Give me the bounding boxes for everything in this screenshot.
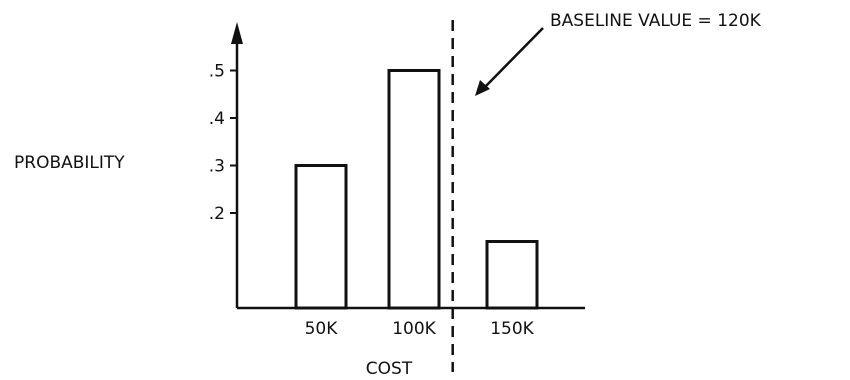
x-tick-label: 100K — [392, 319, 436, 339]
annotation-arrow-icon — [475, 80, 490, 96]
x-axis-label: COST — [366, 359, 413, 379]
bar-100k — [387, 69, 441, 310]
bar-50k — [294, 164, 348, 310]
baseline-annotation: BASELINE VALUE = 120K — [550, 11, 762, 31]
y-axis-label: PROBABILITY — [14, 153, 125, 173]
x-tick-label: 150K — [490, 319, 534, 339]
x-ticks: 50K 100K 150K — [305, 319, 535, 339]
bars — [294, 69, 539, 310]
annotation-arrow — [483, 27, 544, 89]
bar-150k — [485, 240, 539, 310]
y-tick-label: .5 — [209, 62, 225, 82]
y-tick-label: .4 — [209, 109, 225, 129]
y-ticks: .2 .3 .4 .5 — [209, 62, 237, 224]
y-axis-arrow-icon — [231, 22, 243, 44]
y-tick-label: .2 — [209, 204, 225, 224]
y-tick-label: .3 — [209, 157, 225, 177]
x-tick-label: 50K — [305, 319, 339, 339]
